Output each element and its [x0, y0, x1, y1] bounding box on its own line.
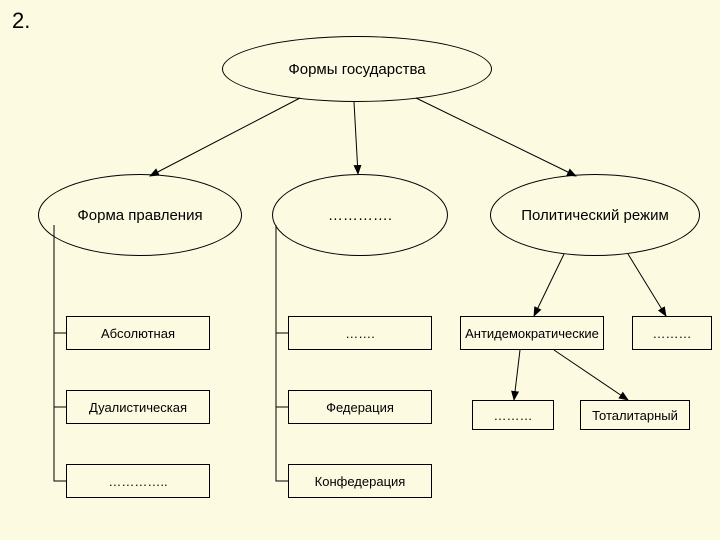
node-r2b: Федерация	[288, 390, 432, 424]
node-r1c: …………..	[66, 464, 210, 498]
node-root: Формы государства	[222, 36, 492, 102]
page-number: 2.	[12, 8, 30, 34]
node-r1a: Абсолютная	[66, 316, 210, 350]
node-r2c: Конфедерация	[288, 464, 432, 498]
node-r3a: Антидемократические	[460, 316, 604, 350]
node-r3b: ………	[632, 316, 712, 350]
node-r1b: Дуалистическая	[66, 390, 210, 424]
node-r2a: …….	[288, 316, 432, 350]
node-e1: Форма правления	[38, 174, 242, 256]
node-r4a: ………	[472, 400, 554, 430]
node-r4b: Тоталитарный	[580, 400, 690, 430]
node-e3: Политический режим	[490, 174, 700, 256]
node-e2: ………….	[272, 174, 448, 256]
